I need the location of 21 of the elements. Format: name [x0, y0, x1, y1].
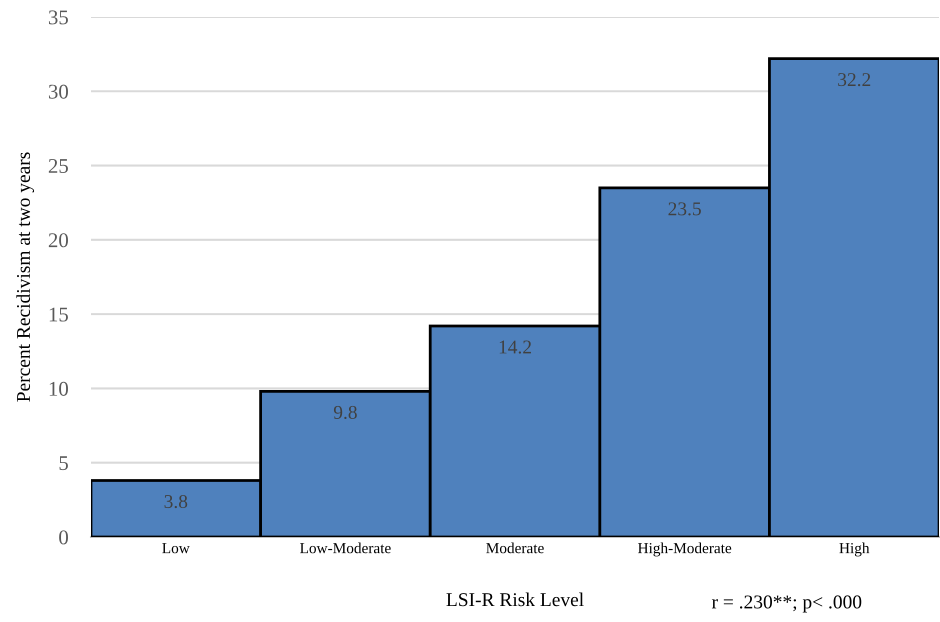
x-axis-title: LSI-R Risk Level	[446, 592, 584, 606]
y-tick-label: 0	[59, 530, 68, 544]
y-tick-label: 35	[48, 10, 68, 24]
y-tick-label: 30	[48, 84, 68, 99]
y-tick-label: 5	[60, 456, 68, 470]
data-label: 9.8	[334, 406, 357, 420]
x-tick-label: High-Moderate	[638, 542, 732, 556]
x-tick-label: High	[839, 542, 870, 556]
y-axis-title: Percent Recidivism at two years	[16, 152, 34, 402]
y-tick-label: 20	[48, 233, 68, 248]
y-tick-label: 10	[50, 382, 68, 396]
x-tick-label: Low	[162, 543, 190, 554]
data-label: 3.8	[164, 494, 188, 508]
data-label: 23.5	[668, 202, 701, 216]
y-tick-label: 15	[50, 308, 68, 322]
data-label: 32.2	[838, 73, 870, 86]
text: r = .230**; p< .000	[712, 595, 862, 612]
x-tick-label: Moderate	[486, 542, 544, 554]
data-label: 14.2	[500, 340, 531, 354]
x-tick-label: Low-Moderate	[300, 542, 391, 554]
y-tick-label: 25	[48, 158, 68, 173]
